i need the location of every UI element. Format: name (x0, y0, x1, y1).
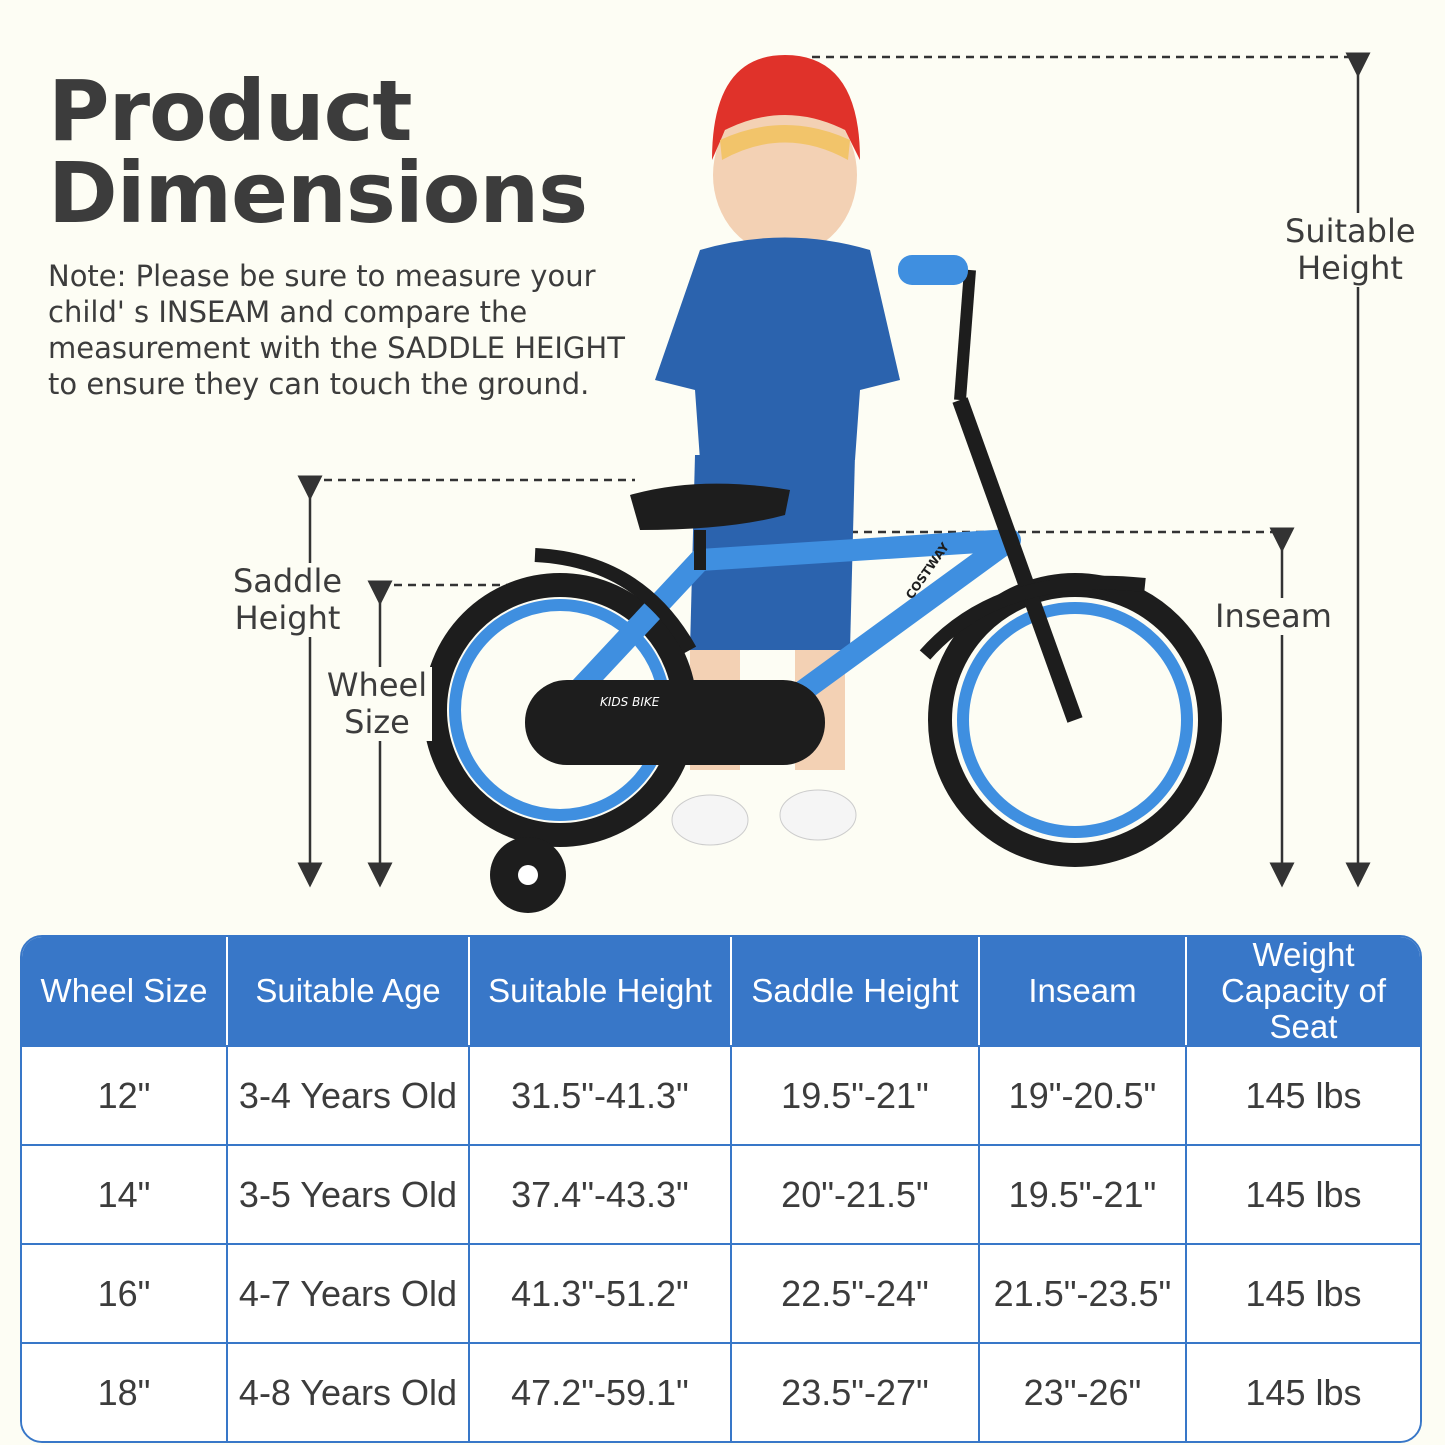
table-cell: 19.5"-21" (732, 1045, 980, 1144)
table-cell: 145 lbs (1187, 1342, 1420, 1441)
product-illustration: COSTWAY KIDS BIKE (297, 52, 1371, 913)
header-weight-capacity: Weight Capacity of Seat (1187, 937, 1420, 1045)
label-line: Size (344, 703, 410, 741)
label-line: Suitable (1285, 212, 1416, 250)
size-chart-table: Wheel Size Suitable Age Suitable Height … (20, 935, 1422, 1443)
label-line: Saddle (232, 562, 343, 600)
table-row: 18" 4-8 Years Old 47.2"-59.1" 23.5"-27" 23"-… (22, 1342, 1420, 1441)
bike-figure: COSTWAY KIDS BIKE (423, 255, 1222, 913)
label-line: Height (1297, 249, 1403, 287)
table-cell: 14" (22, 1144, 228, 1243)
table-row: 14" 3-5 Years Old 37.4"-43.3" 20"-21.5" 19.5… (22, 1144, 1420, 1243)
table-cell: 145 lbs (1187, 1144, 1420, 1243)
table-cell: 31.5"-41.3" (470, 1045, 732, 1144)
label-line: Wheel (326, 666, 428, 704)
label-line: Height (234, 599, 341, 637)
table-cell: 3-4 Years Old (228, 1045, 470, 1144)
header-wheel-size: Wheel Size (22, 937, 228, 1045)
bike-model-text: KIDS BIKE (600, 695, 660, 709)
table-row: 16" 4-7 Years Old 41.3"-51.2" 22.5"-24" 21.5… (22, 1243, 1420, 1342)
table-cell: 37.4"-43.3" (470, 1144, 732, 1243)
wheel-size-label: Wheel Size (322, 667, 432, 741)
table-cell: 19"-20.5" (980, 1045, 1187, 1144)
suitable-height-label: Suitable Height (1285, 212, 1416, 287)
saddle-height-label: Saddle Height (230, 563, 345, 637)
table-cell: 3-5 Years Old (228, 1144, 470, 1243)
table-cell: 18" (22, 1342, 228, 1441)
inseam-label: Inseam (1215, 597, 1332, 635)
table-cell: 16" (22, 1243, 228, 1342)
table-cell: 4-8 Years Old (228, 1342, 470, 1441)
table-cell: 20"-21.5" (732, 1144, 980, 1243)
table-cell: 12" (22, 1045, 228, 1144)
table-cell: 22.5"-24" (732, 1243, 980, 1342)
table-cell: 145 lbs (1187, 1045, 1420, 1144)
header-inseam: Inseam (980, 937, 1187, 1045)
table-cell: 41.3"-51.2" (470, 1243, 732, 1342)
table-cell: 23.5"-27" (732, 1342, 980, 1441)
table-cell: 21.5"-23.5" (980, 1243, 1187, 1342)
header-suitable-age: Suitable Age (228, 937, 470, 1045)
table-row: 12" 3-4 Years Old 31.5"-41.3" 19.5"-21" 19"-… (22, 1045, 1420, 1144)
header-saddle-height: Saddle Height (732, 937, 980, 1045)
page-title: Product Dimensions (48, 62, 588, 242)
title-line-1: Product (48, 62, 413, 160)
table-cell: 23"-26" (980, 1342, 1187, 1441)
header-suitable-height: Suitable Height (470, 937, 732, 1045)
title-line-2: Dimensions (48, 144, 588, 242)
table-cell: 47.2"-59.1" (470, 1342, 732, 1441)
table-header-row: Wheel Size Suitable Age Suitable Height … (22, 937, 1420, 1045)
table-cell: 19.5"-21" (980, 1144, 1187, 1243)
measurement-note: Note: Please be sure to measure your chi… (48, 259, 625, 401)
table-cell: 145 lbs (1187, 1243, 1420, 1342)
table-cell: 4-7 Years Old (228, 1243, 470, 1342)
